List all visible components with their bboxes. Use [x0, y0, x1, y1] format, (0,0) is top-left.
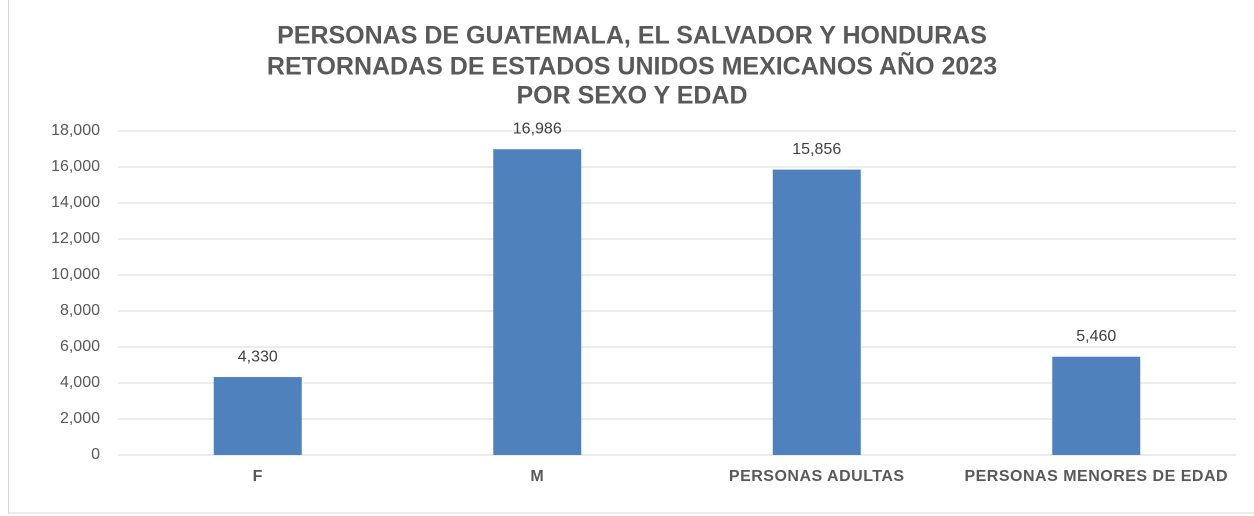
y-tick-label: 18,000: [51, 122, 100, 139]
data-label: 15,856: [792, 141, 841, 158]
x-tick-label: PERSONAS MENORES DE EDAD: [964, 468, 1229, 485]
y-tick-label: 16,000: [51, 158, 100, 175]
y-tick-label: 10,000: [51, 266, 100, 283]
y-tick-label: 2,000: [60, 410, 100, 427]
y-tick-label: 14,000: [51, 194, 100, 211]
bar: [493, 149, 582, 455]
x-tick-label: PERSONAS ADULTAS: [728, 468, 905, 485]
chart-title: RETORNADAS DE ESTADOS UNIDOS MEXICANOS A…: [267, 51, 997, 81]
chart-border: [8, 0, 1254, 514]
chart-title: PERSONAS DE GUATEMALA, EL SALVADOR Y HON…: [277, 22, 987, 50]
data-label: 16,986: [513, 120, 562, 137]
bar: [213, 377, 302, 455]
chart-title: POR SEXO Y EDAD: [516, 82, 747, 110]
x-tick-label: M: [530, 468, 545, 485]
data-label: 5,460: [1076, 328, 1116, 345]
y-tick-label: 12,000: [51, 230, 100, 247]
bar: [772, 169, 861, 456]
y-tick-label: 4,000: [60, 374, 100, 391]
x-tick-label: F: [252, 468, 263, 485]
y-tick-label: 0: [91, 446, 100, 463]
y-tick-label: 8,000: [60, 302, 100, 319]
y-tick-label: 6,000: [60, 338, 100, 355]
data-label: 4,330: [238, 348, 278, 365]
bar: [1052, 356, 1141, 455]
